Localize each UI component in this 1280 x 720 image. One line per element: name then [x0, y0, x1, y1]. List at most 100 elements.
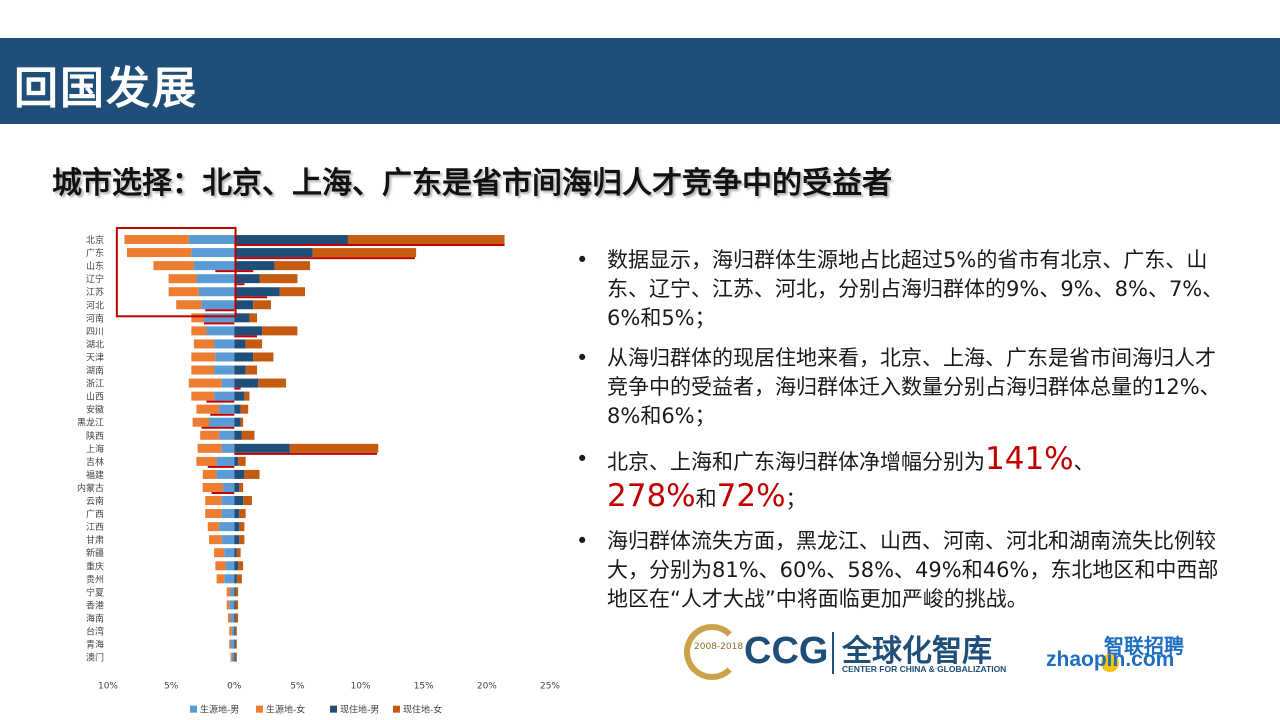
category-label: 云南: [86, 495, 104, 507]
bar-segment: [239, 509, 246, 519]
bar-segment: [202, 482, 223, 492]
bar-segment: [234, 509, 240, 519]
bar-segment: [168, 287, 199, 297]
bar-segment: [221, 509, 235, 519]
bar-segment: [196, 274, 235, 284]
bar-segment: [234, 339, 246, 349]
bar-segment: [219, 522, 235, 532]
bar-segment: [234, 352, 254, 362]
category-label: 上海: [86, 443, 104, 455]
bar-segment: [289, 443, 379, 453]
bar-segment: [234, 430, 242, 440]
legend-swatch: [330, 705, 337, 713]
category-label: 吉林: [86, 456, 104, 468]
bar-segment: [230, 652, 232, 662]
bar-segment: [274, 261, 311, 271]
bar-segment: [191, 326, 207, 336]
category-label: 山东: [86, 260, 104, 272]
bar-segment: [209, 417, 235, 427]
bar-segment: [197, 443, 222, 453]
bar-segment: [193, 339, 215, 349]
bar-segment: [249, 313, 258, 323]
bullet-text: 和: [695, 487, 717, 511]
ccg-years: 2008-2018: [694, 642, 744, 652]
legend-label: 现住地-女: [403, 704, 442, 715]
legend-swatch: [256, 705, 263, 713]
bar-segment: [226, 587, 231, 597]
category-label: 河南: [86, 312, 104, 324]
category-label: 宁夏: [86, 586, 104, 598]
category-label: 澳门: [86, 652, 104, 664]
bar-segment: [229, 639, 231, 649]
bar-segment: [188, 235, 235, 245]
bar-segment: [202, 469, 217, 479]
category-label: 陕西: [86, 430, 104, 442]
bar-segment: [234, 274, 260, 284]
bar-segment: [215, 352, 235, 362]
bar-segment: [219, 404, 235, 414]
bullet-item: • 北京、上海和广东海归群体净增幅分别为141%、 278%和72%；: [576, 442, 1236, 516]
bar-segment: [196, 456, 217, 466]
bullet-list: • 数据显示，海归群体生源地占比超过5%的省市有北京、广东、山东、辽宁、江苏、河…: [576, 246, 1236, 625]
bar-segment: [234, 639, 236, 649]
bar-segment: [234, 469, 245, 479]
bar-segment: [241, 430, 255, 440]
bar-segment: [214, 548, 225, 558]
bar-segment: [234, 613, 236, 623]
bar-segment: [196, 404, 220, 414]
category-label: 湖北: [86, 339, 104, 350]
bar-segment: [234, 326, 263, 336]
bar-segment: [234, 300, 254, 310]
header-banner: 回国发展: [0, 38, 1280, 124]
bar-segment: [234, 535, 240, 545]
bar-segment: [244, 469, 260, 479]
bar-segment: [234, 443, 290, 453]
bar-segment: [207, 522, 220, 532]
bar-segment: [234, 626, 236, 636]
bar-segment: [229, 626, 232, 636]
bar-segment: [191, 391, 215, 401]
bullet-text: 数据显示，海归群体生源地占比超过5%的省市有北京、广东、山东、辽宁、江苏、河北，…: [607, 248, 1224, 330]
category-label: 辽宁: [86, 273, 104, 285]
x-tick-label: 0%: [227, 682, 242, 692]
zhaopin-logo: 智联招聘 zhaopin.com: [1044, 630, 1194, 688]
bar-segment: [188, 378, 222, 388]
category-label: 山西: [86, 392, 104, 403]
category-label: 浙江: [86, 378, 104, 390]
bar-segment: [279, 287, 306, 297]
bar-segment: [239, 535, 245, 545]
bar-segment: [236, 574, 242, 584]
bar-segment: [216, 456, 235, 466]
category-label: 广东: [86, 247, 104, 259]
bar-segment: [262, 326, 298, 336]
highlight-beijing: 141%: [985, 441, 1074, 477]
bar-segment: [238, 456, 246, 466]
bar-segment: [219, 430, 235, 440]
zhaopin-wordmark: zhaopin.com: [1046, 648, 1175, 671]
bar-segment: [234, 261, 275, 271]
category-label: 广西: [86, 508, 104, 520]
bar-segment: [234, 548, 237, 558]
bar-segment: [214, 339, 235, 349]
category-label: 贵州: [86, 573, 104, 585]
bar-segment: [238, 561, 244, 571]
bar-segment: [198, 287, 235, 297]
bar-segment: [236, 548, 241, 558]
zhaopin-dot-icon: [1101, 654, 1119, 672]
bar-segment: [230, 639, 235, 649]
bullet-text: 北京、上海和广东海归群体净增幅分别为: [607, 450, 985, 474]
bar-segment: [259, 274, 298, 284]
category-label: 福建: [86, 469, 104, 481]
bar-segment: [235, 587, 239, 597]
bar-segment: [258, 378, 287, 388]
highlight-box: [115, 227, 237, 318]
zhaopin-chinese-name: 智联招聘: [1104, 634, 1184, 658]
bar-segment: [234, 522, 240, 532]
bar-segment: [224, 574, 235, 584]
bar-segment: [234, 587, 236, 597]
bar-segment: [215, 561, 226, 571]
bar-segment: [192, 417, 210, 427]
bar-segment: [231, 626, 235, 636]
bar-segment: [203, 313, 235, 323]
bar-segment: [234, 378, 259, 388]
